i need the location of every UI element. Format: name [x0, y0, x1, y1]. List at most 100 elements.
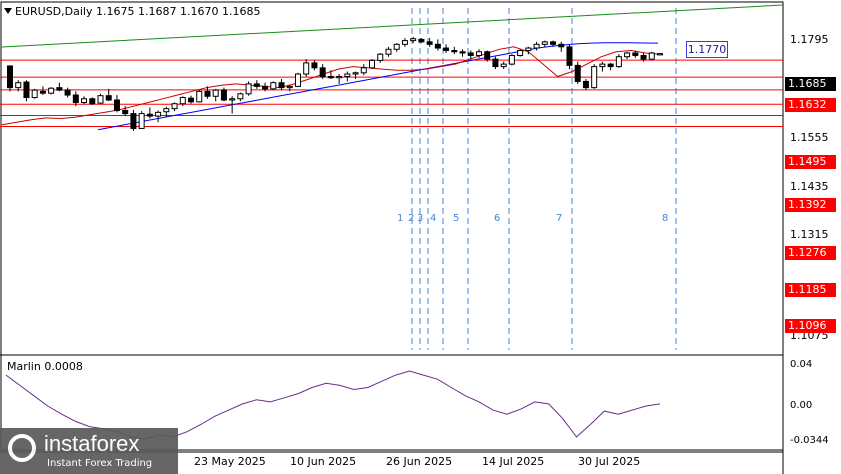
- candle-body: [212, 89, 219, 97]
- candle-body: [319, 67, 326, 77]
- candle-body: [56, 87, 63, 91]
- candle-body: [286, 85, 293, 89]
- date-tick: 26 Jun 2025: [386, 455, 453, 468]
- level-tag: 1.1632: [785, 98, 836, 112]
- candle-body: [401, 40, 408, 45]
- marker-number: 1: [397, 213, 404, 224]
- candle-body: [23, 81, 30, 99]
- marker-number: 5: [453, 213, 460, 224]
- candlesticks: [7, 36, 663, 131]
- candle-body: [410, 38, 417, 42]
- candle-body: [179, 97, 186, 105]
- candle-body: [451, 50, 458, 53]
- candle-body: [113, 99, 120, 112]
- candle-body: [81, 98, 88, 103]
- date-tick: 14 Jul 2025: [482, 455, 545, 468]
- trend-line: [1, 4, 784, 48]
- price-tick: 1.1315: [790, 228, 829, 241]
- candle-body: [303, 62, 310, 75]
- marker-number: 2: [408, 213, 415, 224]
- open-value: 1.1675: [95, 5, 135, 18]
- candle-body: [97, 95, 104, 104]
- candle-body: [188, 97, 195, 103]
- candle-body: [220, 89, 227, 101]
- candle-body: [648, 52, 655, 60]
- ma-blue-line: [97, 42, 659, 131]
- high-value: 1.1687: [137, 5, 177, 18]
- current-price-tag: 1.1685: [785, 77, 836, 91]
- candle-body: [229, 98, 236, 101]
- candle-body: [657, 53, 663, 56]
- candle-body: [7, 65, 13, 89]
- logo-ring-icon: [8, 434, 36, 462]
- level-tag: 1.1276: [785, 246, 836, 260]
- candle-body: [541, 41, 548, 45]
- candle-body: [311, 62, 318, 69]
- logo-brand: instaforex: [44, 431, 140, 456]
- close-value: 1.1685: [221, 5, 261, 18]
- candle-body: [566, 46, 573, 66]
- vertical-markers: [411, 8, 677, 350]
- candle-body: [155, 111, 162, 117]
- candle-body: [294, 73, 301, 87]
- candle-body: [253, 83, 260, 87]
- price-tick: 1.1435: [790, 180, 829, 193]
- candle-body: [369, 59, 376, 69]
- candle-body: [484, 51, 491, 60]
- candle-body: [352, 72, 359, 75]
- candle-body: [582, 80, 589, 89]
- oscillator-tick: 0.00: [790, 400, 813, 411]
- price-tick: 1.1555: [790, 131, 829, 144]
- candle-body: [393, 43, 400, 50]
- candle-body: [377, 53, 384, 61]
- horizontal-levels: [0, 59, 783, 127]
- candle-body: [525, 47, 532, 52]
- marker-number: 6: [494, 213, 501, 224]
- candle-body: [533, 43, 540, 49]
- candle-body: [459, 51, 466, 54]
- candle-body: [270, 82, 277, 90]
- instaforex-logo: instaforex Instant Forex Trading: [0, 428, 178, 474]
- candle-body: [492, 58, 499, 68]
- collapse-triangle-icon[interactable]: [4, 8, 12, 14]
- symbol-name: EURUSD,Daily: [15, 5, 93, 18]
- marker-number: 8: [662, 213, 669, 224]
- candle-body: [262, 85, 269, 90]
- symbol-header: EURUSD,Daily 1.1675 1.1687 1.1670 1.1685: [4, 5, 260, 18]
- level-tag: 1.1392: [785, 198, 836, 212]
- oscillator-tick: 0.04: [790, 359, 813, 370]
- candle-body: [426, 41, 433, 45]
- oscillator-tick: -0.0344: [790, 435, 829, 446]
- candle-body: [31, 89, 38, 99]
- candle-body: [558, 43, 565, 48]
- level-tag: 1.1495: [785, 155, 836, 169]
- candle-body: [434, 43, 441, 49]
- level-tag: 1.1185: [785, 283, 836, 297]
- candle-body: [443, 47, 450, 52]
- candle-body: [130, 113, 137, 129]
- oscillator-title: Marlin 0.0008: [7, 360, 83, 373]
- candle-body: [418, 38, 425, 43]
- candle-body: [550, 41, 557, 45]
- candle-body: [48, 87, 55, 94]
- candle-body: [624, 52, 631, 58]
- candle-body: [64, 89, 71, 96]
- candle-body: [72, 94, 79, 103]
- candle-body: [385, 48, 392, 55]
- candle-body: [615, 56, 622, 68]
- target-callout: 1.1770: [686, 41, 728, 58]
- candle-body: [245, 83, 252, 95]
- candle-body: [508, 54, 515, 65]
- candle-body: [278, 82, 285, 89]
- date-tick: 30 Jul 2025: [578, 455, 641, 468]
- candle-body: [138, 113, 145, 129]
- candle-body: [475, 51, 482, 56]
- candle-body: [196, 90, 203, 103]
- logo-tagline: Instant Forex Trading: [47, 458, 153, 469]
- candle-body: [163, 108, 170, 113]
- candle-body: [39, 90, 46, 94]
- candle-body: [640, 54, 647, 60]
- candle-body: [327, 75, 334, 79]
- candle-body: [237, 93, 244, 100]
